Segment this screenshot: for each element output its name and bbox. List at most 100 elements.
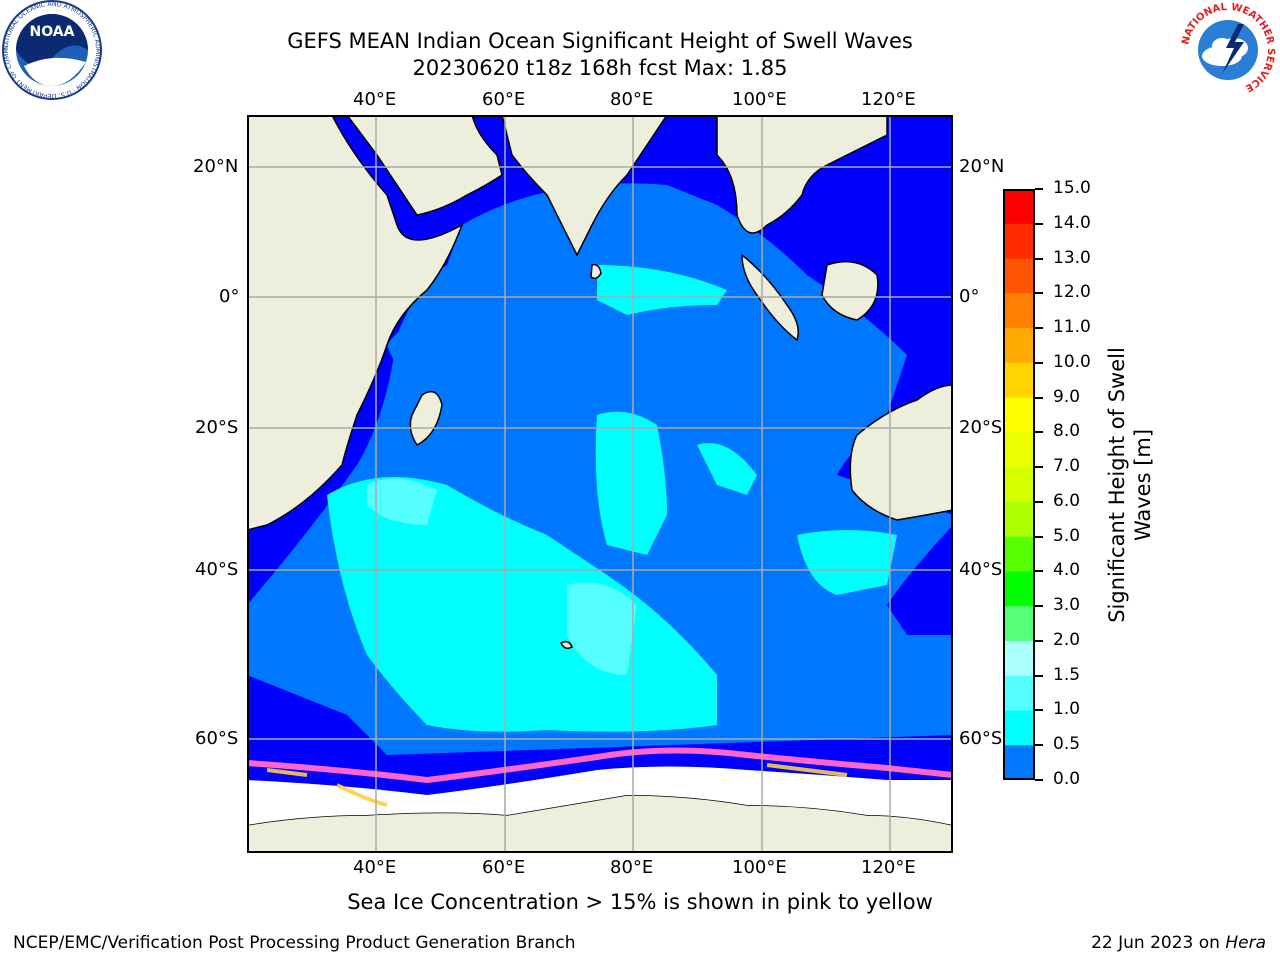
sea-ice-white	[247, 766, 953, 825]
swell-zone-0-5-coast	[387, 305, 477, 375]
colorbar-tick-mark	[1035, 466, 1043, 469]
tick-right-40s: 40°S	[959, 559, 1003, 580]
tick-top-80e: 80°E	[610, 89, 654, 110]
sea-ice-caption: Sea Ice Concentration > 15% is shown in …	[347, 890, 933, 914]
colorbar-band	[1003, 606, 1035, 642]
colorbar-tick-mark	[1035, 779, 1043, 781]
colorbar-label-line1: Significant Height of Swell	[1105, 347, 1129, 623]
tick-left-20s: 20°S	[195, 417, 239, 438]
tick-right-0: 0°	[959, 286, 980, 307]
land-borneo	[821, 260, 879, 321]
sea-ice-pink-edge	[247, 747, 953, 784]
colorbar-tick-label: 15.0	[1053, 178, 1091, 198]
colorbar-tick-label: 11.0	[1053, 317, 1091, 338]
land-southeast-asia	[716, 115, 888, 234]
tick-bottom-60e: 60°E	[482, 857, 526, 878]
swell-zone-1-0-east	[697, 443, 757, 495]
colorbar-band	[1003, 189, 1035, 225]
colorbar-tick-mark	[1035, 361, 1043, 364]
colorbar-band	[1003, 571, 1035, 607]
colorbar-band	[1003, 328, 1035, 364]
colorbar-tick-mark	[1035, 535, 1043, 538]
colorbar-band	[1003, 293, 1035, 329]
colorbar-band	[1003, 536, 1035, 572]
swell-zone-1-0-southeast	[797, 530, 897, 595]
footer-host: Hera	[1225, 933, 1266, 953]
indian-ocean-swell-map	[247, 115, 953, 853]
colorbar-tick-mark	[1035, 605, 1043, 608]
colorbar-tick-mark	[1035, 709, 1043, 712]
land-masses	[247, 115, 953, 853]
tick-top-60e: 60°E	[482, 89, 526, 110]
colorbar-band	[1003, 501, 1035, 538]
footer-date: 22 Jun 2023 on Hera	[1091, 933, 1266, 953]
colorbar-band	[1003, 710, 1035, 746]
map-subtitle: 20230620 t18z 168h fcst Max: 1.85	[412, 56, 788, 80]
noaa-logo-text: NOAA	[30, 24, 75, 40]
swell-zone-1-5-south	[567, 582, 637, 675]
colorbar-band	[1003, 745, 1035, 780]
colorbar-tick-label: 6.0	[1053, 490, 1081, 511]
colorbar-tick-mark	[1035, 396, 1043, 399]
colorbar-tick-label: 9.0	[1053, 386, 1081, 407]
land-madagascar	[409, 390, 443, 446]
colorbar-tick-label: 4.0	[1053, 560, 1081, 581]
map-frame	[247, 115, 953, 853]
land-australia	[849, 384, 953, 521]
tick-right-20n: 20°N	[959, 156, 1005, 177]
colorbar-tick-mark	[1035, 639, 1043, 642]
colorbar-tick-mark	[1035, 327, 1043, 330]
tick-bottom-80e: 80°E	[610, 857, 654, 878]
noaa-logo: NATIONAL OCEANIC AND ATMOSPHERIC ADMINIS…	[0, 0, 102, 100]
tick-bottom-100e: 100°E	[732, 857, 787, 878]
colorbar	[1003, 189, 1035, 780]
colorbar-tick-label: 1.0	[1053, 699, 1081, 720]
colorbar-label-line2: Waves [m]	[1131, 428, 1155, 542]
tick-right-60s: 60°S	[959, 728, 1003, 749]
land-arabia	[346, 115, 503, 216]
swell-zone-1-5-southwest	[367, 478, 437, 525]
tick-left-60s: 60°S	[195, 728, 239, 749]
colorbar-tick-label: 3.0	[1053, 595, 1081, 616]
land-kerguelen	[559, 640, 573, 650]
sea-ice-yellow-edge	[266, 763, 848, 807]
land-africa	[247, 115, 464, 531]
graticule	[247, 115, 953, 853]
colorbar-tick-mark	[1035, 674, 1043, 677]
colorbar-tick-mark	[1035, 500, 1043, 503]
colorbar-tick-mark	[1035, 222, 1043, 225]
colorbar-band	[1003, 467, 1035, 503]
colorbar-tick-mark	[1035, 257, 1043, 260]
colorbar-tick-label: 1.5	[1053, 664, 1081, 685]
colorbar-tick-mark	[1035, 292, 1043, 295]
land-sri-lanka	[590, 263, 602, 280]
swell-zone-1-0-equatorial	[597, 265, 727, 315]
land-india	[501, 115, 668, 257]
tick-right-20s: 20°S	[959, 417, 1003, 438]
colorbar-band	[1003, 258, 1035, 294]
colorbar-tick-label: 12.0	[1053, 282, 1091, 303]
colorbar-tick-label: 0.0	[1053, 769, 1081, 789]
tick-top-120e: 120°E	[861, 89, 916, 110]
tick-bottom-120e: 120°E	[861, 857, 916, 878]
colorbar-band	[1003, 640, 1035, 677]
colorbar-tick-mark	[1035, 570, 1043, 573]
footer-date-text: 22 Jun 2023 on	[1091, 933, 1226, 953]
colorbar-band	[1003, 223, 1035, 260]
colorbar-tick-mark	[1035, 188, 1043, 190]
tick-left-40s: 40°S	[195, 559, 239, 580]
tick-top-40e: 40°E	[353, 89, 397, 110]
colorbar-tick-mark	[1035, 431, 1043, 434]
tick-left-20n: 20°N	[193, 156, 239, 177]
colorbar-tick-label: 13.0	[1053, 247, 1091, 268]
map-title: GEFS MEAN Indian Ocean Significant Heigh…	[287, 29, 913, 53]
colorbar-tick-mark	[1035, 744, 1043, 747]
colorbar-tick-label: 14.0	[1053, 212, 1091, 233]
colorbar-tick-label: 7.0	[1053, 456, 1081, 477]
tick-left-0: 0°	[219, 286, 240, 307]
colorbar-tick-label: 2.0	[1053, 629, 1081, 650]
tick-bottom-40e: 40°E	[353, 857, 397, 878]
tick-top-100e: 100°E	[732, 89, 787, 110]
swell-zone-1-0-central	[595, 411, 667, 555]
colorbar-tick-label: 5.0	[1053, 525, 1081, 546]
